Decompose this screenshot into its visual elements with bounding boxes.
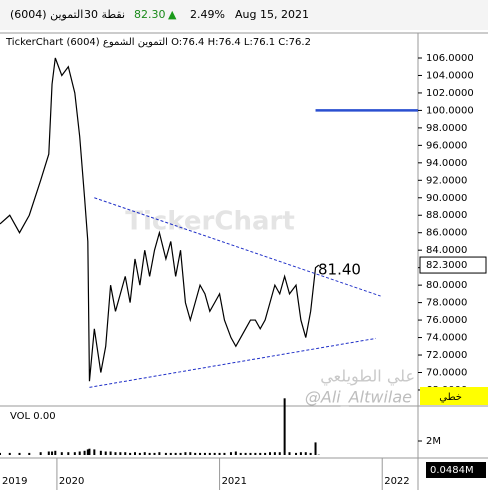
volume-bar [269, 452, 271, 455]
y-tick-label: 106.0000 [426, 53, 474, 64]
stock-name: التموين (6004) [10, 8, 83, 21]
volume-bar [0, 453, 1, 455]
volume-bar [315, 442, 317, 455]
y-tick-label: 84.0000 [426, 245, 467, 256]
volume-bar [134, 452, 136, 455]
volume-bar [274, 452, 276, 455]
x-tick-label: 2019 [2, 476, 27, 487]
author: @Ali_Altwilae [305, 388, 412, 408]
volume-bar [154, 453, 156, 455]
volume-bar [170, 453, 172, 455]
volume-bar [245, 453, 247, 455]
volume-bar [249, 453, 251, 455]
points: 30 نقطة [84, 8, 125, 21]
y-tick-label: 78.0000 [426, 298, 467, 309]
volume-bar [175, 453, 177, 455]
y-tick-label: 96.0000 [426, 140, 467, 151]
volume-bar [67, 452, 69, 455]
y-tick-label: 92.0000 [426, 175, 467, 186]
volume-bar [259, 453, 261, 455]
volume-bar [284, 398, 286, 455]
volume-bar [194, 453, 196, 455]
y-tick-label: 94.0000 [426, 158, 467, 169]
volume-bar [209, 453, 211, 455]
x-tick-label: 2021 [222, 476, 247, 487]
volume-bar [40, 452, 42, 455]
volume-bar [300, 452, 302, 455]
annotation: 81.40 [318, 261, 361, 279]
volume-bar [19, 453, 21, 455]
volume-bar [51, 452, 53, 455]
volume-label: VOL 0.00 [10, 411, 56, 422]
volume-bar [100, 451, 102, 455]
y-tick-label: 98.0000 [426, 123, 467, 134]
x-tick-label: 2022 [384, 476, 409, 487]
volume-bar [110, 452, 112, 455]
volume-bar [149, 453, 151, 455]
volume-bar [129, 453, 131, 455]
volume-bar [254, 453, 256, 455]
volume-bar [289, 452, 291, 455]
volume-bar [230, 452, 232, 455]
y-tick-label: 70.0000 [426, 368, 467, 379]
author-ar: علي الطويلعي [320, 367, 415, 387]
y-tick-label: 102.0000 [426, 88, 474, 99]
volume-bar [240, 453, 242, 455]
arrow: ▲ [168, 8, 177, 21]
y-tick-label: 2M [426, 436, 441, 447]
volume-bar [158, 452, 160, 455]
volume-bar [114, 452, 116, 455]
volume-bar [144, 452, 146, 455]
y-tick-label: 76.0000 [426, 315, 467, 326]
volume-bar [48, 452, 50, 455]
volume-bar [264, 453, 266, 455]
volume-bar [165, 453, 167, 455]
volume-bar [305, 452, 307, 455]
change: 2.49% [190, 8, 225, 21]
volume-bar [235, 452, 237, 455]
price: 82.30 [134, 8, 166, 21]
volume-bar [105, 452, 107, 455]
volume-bar [119, 452, 121, 455]
volume-bar [84, 451, 86, 455]
badge: خطي [439, 392, 462, 403]
y-tick-label: 74.0000 [426, 333, 467, 344]
volume-bar [93, 449, 95, 455]
volume-last-label: 0.0484M [430, 465, 474, 476]
y-tick-label: 80.0000 [426, 280, 467, 291]
volume-bar [124, 452, 126, 455]
volume-bar [9, 453, 11, 455]
y-tick-label: 72.0000 [426, 350, 467, 361]
volume-bar [79, 452, 81, 455]
volume-bar [61, 452, 63, 455]
volume-bar [214, 453, 216, 455]
volume-bar [199, 453, 201, 455]
volume-bar [74, 452, 76, 455]
volume-bar [204, 453, 206, 455]
volume-bar [223, 453, 225, 455]
y-tick-label: 86.0000 [426, 228, 467, 239]
watermark: TickerChart [125, 207, 295, 237]
legend-text: TickerChart التموين الشموع (6004) O:76.4… [5, 37, 311, 48]
volume-bar [310, 453, 312, 455]
y-tick-label: 90.0000 [426, 193, 467, 204]
volume-bar [139, 453, 141, 455]
date: Aug 15, 2021 [235, 8, 309, 21]
y-tick-label: 88.0000 [426, 210, 467, 221]
x-tick-label: 2020 [59, 476, 84, 487]
y-tick-label: 104.0000 [426, 70, 474, 81]
volume-bar [28, 453, 30, 455]
volume-bar [219, 453, 221, 455]
volume-bar [279, 452, 281, 455]
last-price-label: 82.3000 [426, 260, 467, 271]
volume-bar [295, 453, 297, 455]
volume-bar [88, 449, 90, 455]
volume-bar [184, 452, 186, 455]
volume-bar [189, 452, 191, 455]
volume-bar [180, 453, 182, 455]
y-tick-label: 100.0000 [426, 105, 474, 116]
volume-bar [54, 451, 56, 455]
